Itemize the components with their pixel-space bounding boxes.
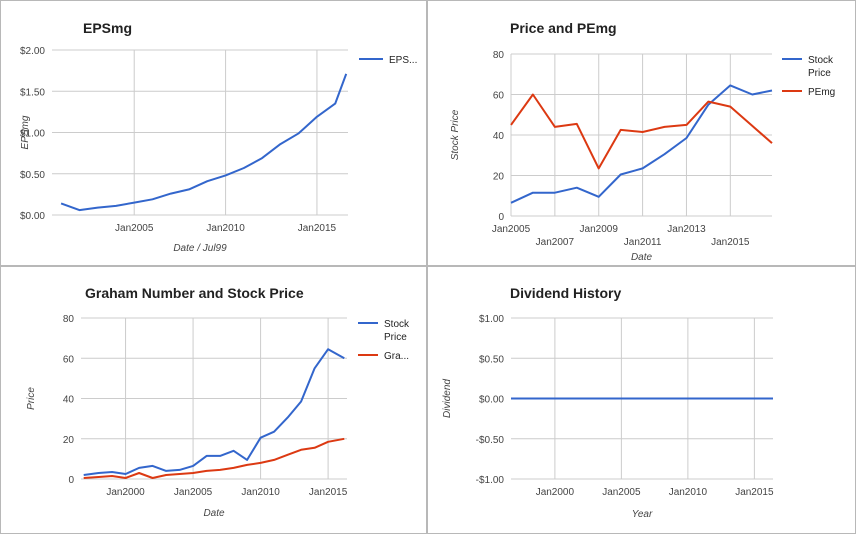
y-axis-label: Dividend	[442, 379, 453, 418]
x-axis-label: Date	[631, 252, 653, 263]
y-tick-label: $1.50	[20, 87, 45, 98]
y-tick-label: 60	[63, 354, 75, 365]
y-tick-label: $1.00	[20, 129, 45, 140]
eps-chart-svg: EPSmg $0.00 $0.50 $1.00 $1.50 $2.00 Jan2005 Jan…	[20, 20, 417, 254]
x-tick-label: Jan2010	[669, 487, 708, 498]
legend-label: Price	[808, 68, 831, 79]
price-pe-chart-panel: Price and PEmg 0 20 40 60 80 Jan2005 Jan2007 Jan…	[427, 0, 856, 266]
y-tick-label: 40	[493, 131, 505, 142]
x-tick-label: Jan2000	[536, 487, 575, 498]
x-tick-label: Jan2009	[580, 224, 619, 235]
chart-title: EPSmg	[83, 20, 132, 36]
y-axis-label: Stock Price	[450, 109, 461, 160]
y-axis-label: Price	[26, 387, 37, 410]
series-line	[83, 437, 345, 479]
x-axis-label: Year	[632, 509, 653, 520]
x-tick-label: Jan2005	[602, 487, 641, 498]
y-tick-label: $0.00	[20, 211, 45, 222]
y-axis-label: EPSmg	[20, 115, 31, 149]
graham-chart-svg: Graham Number and Stock Price 0 20 40 60 80 Ja…	[26, 285, 410, 519]
legend-label: Price	[384, 332, 407, 343]
y-tick-label: 0	[498, 212, 504, 223]
y-tick-label: 20	[493, 172, 505, 183]
x-tick-label: Jan2010	[241, 487, 280, 498]
series-line	[510, 93, 773, 170]
series-line	[510, 84, 773, 204]
y-tick-label: 40	[63, 395, 75, 406]
y-tick-label: 60	[493, 91, 505, 102]
chart-title: Dividend History	[510, 285, 621, 301]
x-tick-label: Jan2005	[115, 223, 154, 234]
eps-chart-panel: EPSmg $0.00 $0.50 $1.00 $1.50 $2.00 Jan2005 Jan…	[0, 0, 427, 266]
chart-title: Price and PEmg	[510, 20, 617, 36]
y-tick-label: 80	[63, 314, 75, 325]
y-tick-label: $1.00	[479, 314, 504, 325]
x-tick-label: Jan2005	[492, 224, 531, 235]
x-tick-label: Jan2015	[711, 237, 750, 248]
x-tick-label: Jan2007	[536, 237, 575, 248]
x-tick-label: Jan2005	[174, 487, 213, 498]
series-line	[60, 73, 348, 212]
chart-title: Graham Number and Stock Price	[85, 285, 304, 301]
x-tick-label: Jan2010	[206, 223, 245, 234]
y-tick-label: $0.50	[479, 354, 504, 365]
x-tick-label: Jan2015	[735, 487, 774, 498]
dividend-chart-svg: Dividend History -$1.00 -$0.50 $0.00 $0.50 $1…	[442, 285, 774, 520]
x-axis-label: Date	[203, 508, 225, 519]
y-tick-label: $0.00	[479, 395, 504, 406]
series-line	[83, 348, 345, 476]
x-tick-label: Jan2015	[298, 223, 337, 234]
legend-label: EPS...	[389, 55, 417, 66]
legend-label: Stock	[384, 319, 410, 330]
y-tick-label: 20	[63, 435, 75, 446]
y-tick-label: -$1.00	[476, 475, 505, 486]
x-axis-label: Date / Jul99	[173, 243, 227, 254]
x-tick-label: Jan2011	[624, 237, 662, 248]
y-tick-label: 0	[68, 475, 74, 486]
y-tick-label: 80	[493, 50, 505, 61]
x-tick-label: Jan2015	[309, 487, 348, 498]
legend-label: Gra...	[384, 351, 409, 362]
graham-chart-panel: Graham Number and Stock Price 0 20 40 60 80 Ja…	[0, 266, 427, 534]
x-tick-label: Jan2013	[667, 224, 706, 235]
legend-label: PEmg	[808, 87, 835, 98]
price-pe-chart-svg: Price and PEmg 0 20 40 60 80 Jan2005 Jan2007 Jan…	[450, 20, 835, 263]
y-tick-label: $0.50	[20, 170, 45, 181]
y-tick-label: -$0.50	[476, 435, 505, 446]
dividend-chart-panel: Dividend History -$1.00 -$0.50 $0.00 $0.50 $1…	[427, 266, 856, 534]
legend-label: Stock	[808, 55, 834, 66]
y-tick-label: $2.00	[20, 46, 45, 57]
x-tick-label: Jan2000	[106, 487, 145, 498]
